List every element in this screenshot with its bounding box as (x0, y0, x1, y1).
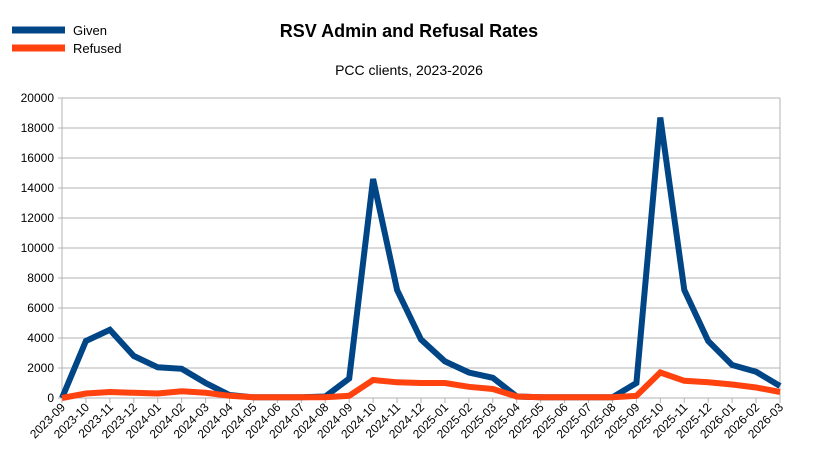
series-line-refused (61, 369, 781, 401)
chart-title: RSV Admin and Refusal Rates (280, 21, 538, 41)
y-tick-label: 20000 (21, 91, 55, 105)
y-tick-label: 12000 (21, 211, 55, 225)
y-tick-label: 8000 (27, 271, 54, 285)
y-tick-label: 18000 (21, 121, 55, 135)
series-lines (59, 117, 782, 401)
y-tick-label: 4000 (27, 331, 54, 345)
series-line-given (59, 117, 782, 401)
y-axis: 0 2000 4000 6000 8000 10000 12000 14000 16000 180… (21, 91, 55, 405)
y-tick-label: 2000 (27, 361, 54, 375)
y-tick-label: 14000 (21, 181, 55, 195)
chart-subtitle: PCC clients, 2023-2026 (335, 62, 483, 78)
legend-label: Given (73, 23, 107, 38)
y-tick-label: 10000 (21, 241, 55, 255)
legend-label: Refused (73, 41, 121, 56)
y-tick-label: 16000 (21, 151, 55, 165)
x-axis: 2023-092023-102023-112023-122024-012024-… (27, 398, 786, 441)
legend: Given Refused (12, 23, 121, 56)
y-tick-label: 6000 (27, 301, 54, 315)
y-tick-label: 0 (47, 391, 54, 405)
grid (58, 97, 781, 399)
